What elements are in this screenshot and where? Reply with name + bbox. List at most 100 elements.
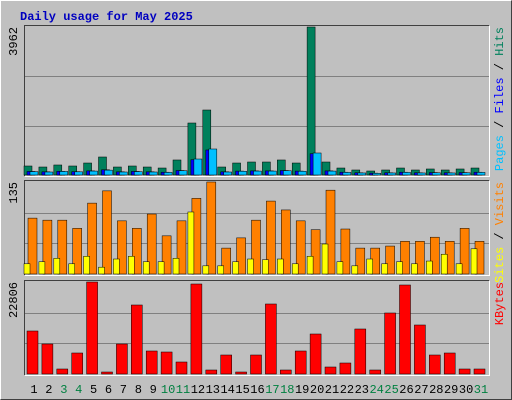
- bar: [217, 265, 224, 275]
- bar: [268, 170, 277, 176]
- bar: [355, 247, 366, 275]
- bar: [440, 253, 448, 275]
- x-tick-label: 28: [429, 383, 443, 397]
- bar: [417, 172, 426, 176]
- bar: [310, 229, 321, 275]
- panel: [24, 25, 490, 177]
- bar: [221, 247, 231, 275]
- legend: Sites / Visits: [493, 182, 507, 283]
- bar: [57, 219, 68, 275]
- bar: [426, 260, 433, 275]
- bar: [369, 369, 381, 375]
- bar: [190, 283, 203, 375]
- bar: [470, 248, 478, 275]
- bar: [178, 170, 188, 176]
- x-tick-label: 25: [384, 383, 398, 397]
- bar: [372, 173, 381, 176]
- bar: [291, 263, 299, 275]
- bar: [146, 213, 157, 275]
- bar: [461, 172, 471, 176]
- bar: [340, 228, 351, 275]
- bar: [306, 256, 314, 275]
- bar: [336, 261, 344, 275]
- x-tick-label: 30: [459, 383, 473, 397]
- x-tick-label: 31: [474, 383, 488, 397]
- panel-highlight: [24, 25, 490, 177]
- x-tick-label: 22: [340, 383, 354, 397]
- bar: [354, 328, 367, 375]
- x-tick-label: 19: [295, 383, 309, 397]
- chart-title: Daily usage for May 2025: [20, 10, 193, 24]
- panel-shadow: [24, 25, 490, 177]
- bar: [89, 170, 98, 176]
- x-tick-label: 17: [265, 383, 279, 397]
- x-tick-label: 26: [399, 383, 413, 397]
- bar: [414, 324, 426, 375]
- panel-highlight: [24, 180, 490, 276]
- x-tick-label: 6: [105, 383, 112, 397]
- legend-entry: Pages: [493, 135, 507, 171]
- bar: [223, 171, 232, 176]
- bar: [176, 220, 187, 275]
- bar: [283, 170, 292, 176]
- x-tick-label: 10: [161, 383, 175, 397]
- x-tick-label: 14: [220, 383, 234, 397]
- bar: [251, 219, 261, 275]
- legend-separator: /: [493, 56, 507, 78]
- bar: [83, 256, 90, 275]
- bar: [23, 263, 31, 275]
- bar: [29, 171, 39, 176]
- bar: [172, 258, 180, 275]
- bar: [160, 351, 173, 375]
- bar: [206, 181, 217, 275]
- bar: [458, 368, 471, 375]
- bar: [193, 158, 203, 176]
- bar: [280, 369, 292, 375]
- x-tick-label: 13: [206, 383, 220, 397]
- bar: [117, 220, 127, 275]
- x-tick-label: 21: [325, 383, 339, 397]
- bar: [430, 236, 440, 275]
- bar: [148, 171, 158, 176]
- x-tick-label: 5: [90, 383, 97, 397]
- x-tick-label: 9: [150, 383, 157, 397]
- bar: [56, 368, 69, 375]
- bar: [400, 241, 410, 275]
- bar: [59, 171, 69, 176]
- bar: [262, 259, 269, 275]
- bar: [277, 258, 284, 275]
- bar: [250, 354, 262, 375]
- bar: [402, 172, 411, 176]
- bar: [415, 241, 425, 275]
- bar: [253, 170, 262, 176]
- bar: [476, 172, 486, 176]
- bar: [238, 171, 247, 176]
- bar: [202, 265, 210, 275]
- bar: [71, 352, 83, 375]
- bar: [41, 343, 54, 375]
- legend-entry: KBytes: [493, 282, 507, 325]
- x-tick-label: 18: [280, 383, 294, 397]
- bar: [357, 172, 367, 176]
- bar: [220, 354, 232, 375]
- legend-separator: /: [493, 225, 507, 247]
- bar: [119, 171, 128, 176]
- bar: [297, 171, 307, 176]
- legend-separator: /: [493, 113, 507, 135]
- bar: [134, 171, 143, 176]
- bar: [327, 170, 337, 176]
- bar: [236, 237, 246, 275]
- bar: [235, 371, 247, 375]
- bar: [86, 281, 98, 375]
- bar: [281, 209, 291, 275]
- bar: [321, 243, 329, 275]
- bar: [145, 350, 158, 375]
- bar: [208, 148, 218, 176]
- bar: [101, 371, 113, 375]
- x-tick-label: 1: [30, 383, 37, 397]
- bar: [175, 361, 188, 375]
- bar: [38, 261, 46, 275]
- x-tick-label: 2: [45, 383, 52, 397]
